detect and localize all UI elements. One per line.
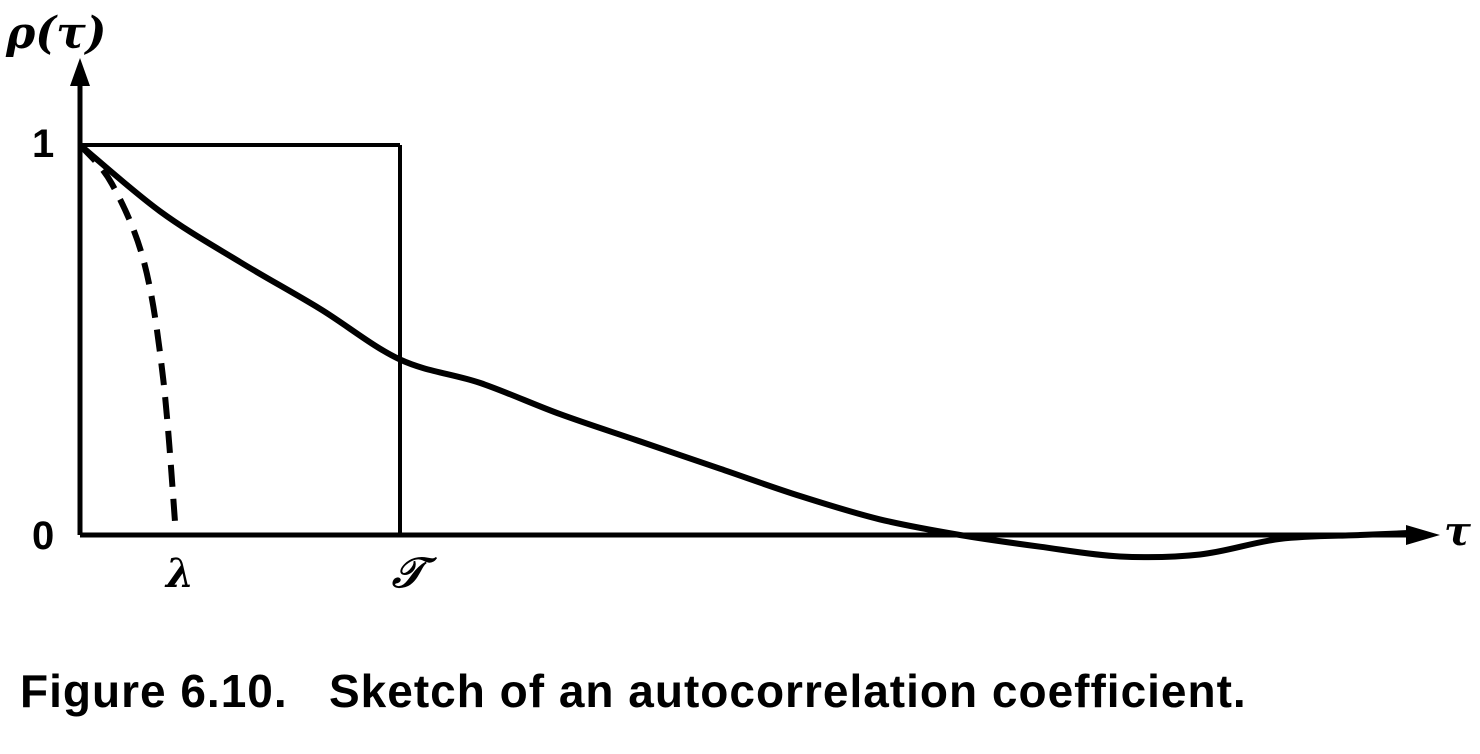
y-axis-label: ρ(τ): [5, 8, 107, 59]
x-axis-arrow: [1406, 525, 1440, 545]
x-marker-lambda: λ: [164, 550, 194, 597]
figure-caption: Figure 6.10. Sketch of an autocorrelatio…: [20, 665, 1247, 717]
series-solid-curve: [78, 142, 1409, 561]
x-marker-T: 𝒯: [391, 548, 438, 597]
y-tick-label-0: 0: [32, 514, 54, 558]
series-dashed-curve: [77, 143, 179, 536]
rectangle-box: [80, 143, 402, 535]
y-tick-label-1: 1: [32, 122, 54, 166]
axes: [70, 58, 1440, 545]
y-axis-arrow: [70, 58, 90, 86]
x-axis-label: τ: [1444, 508, 1471, 555]
